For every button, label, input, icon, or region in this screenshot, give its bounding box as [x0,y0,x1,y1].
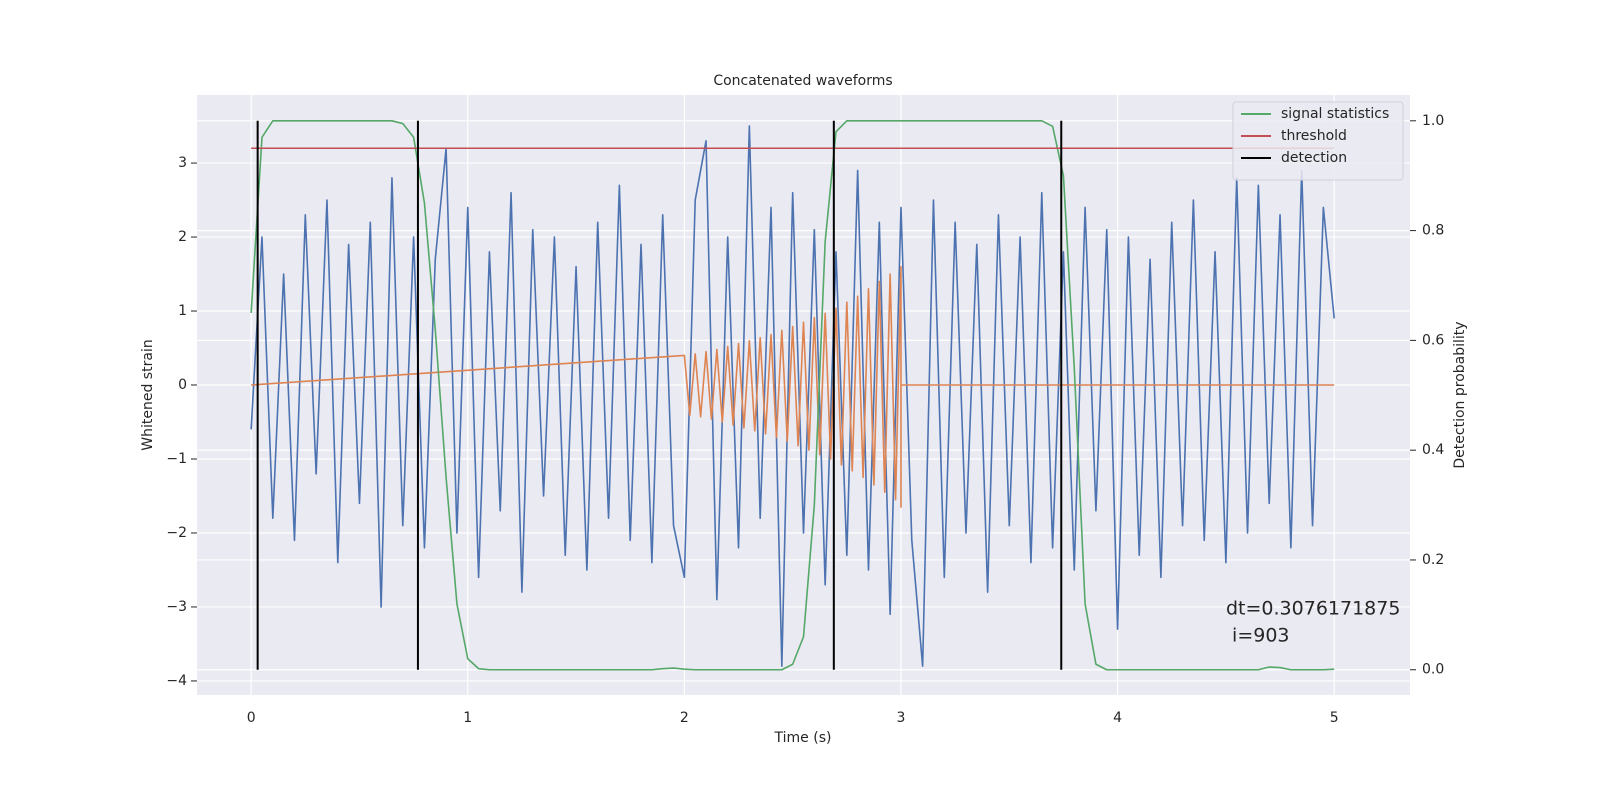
y2-axis-label: Detection probability [1452,321,1468,468]
legend-box [1232,101,1404,181]
legend-label: threshold [1281,128,1347,144]
y-tick-label: 0 [178,377,187,393]
y2-tick-label: 0.8 [1422,223,1444,239]
y-tick-label: −3 [166,599,187,615]
y-tick-label: −1 [166,451,187,467]
x-tick-label: 4 [1113,710,1122,726]
annotation: dt=0.3076171875 [1226,598,1400,620]
x-tick-label: 1 [463,710,472,726]
series-line [250,125,1335,667]
y-tick-label: 1 [178,303,187,319]
y-tick-label: −4 [166,673,187,689]
y2-tick-label: 0.4 [1422,442,1444,458]
x-tick-label: 0 [247,710,256,726]
y2-tick-label: 0.2 [1422,552,1444,568]
x-tick-label: 2 [680,710,689,726]
y2-tick-label: 1.0 [1422,113,1444,129]
y-tick-label: 2 [178,229,187,245]
y-tick-label: −2 [166,525,187,541]
annotation: i=903 [1226,625,1290,647]
y-axis-label: Whitened strain [140,339,156,450]
series-line [250,120,1335,671]
x-axis-label: Time (s) [774,730,832,746]
y2-tick-label: 0.6 [1422,332,1444,348]
y-tick-label: 3 [178,155,187,171]
x-tick-label: 5 [1330,710,1339,726]
series-line [251,265,1335,508]
y2-tick-label: 0.0 [1422,662,1444,678]
legend-label: detection [1281,150,1347,166]
x-tick-label: 3 [897,710,906,726]
chart-title: Concatenated waveforms [713,73,892,89]
legend-label: signal statistics [1281,106,1389,122]
